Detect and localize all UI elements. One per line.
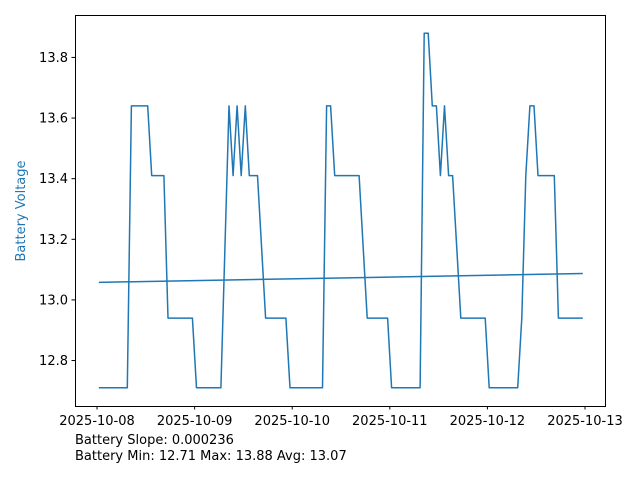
axis-ticks: 12.8 13.0 13.2 13.4 13.6 13.8 2025-10-08 2025-1… <box>39 51 623 429</box>
slope-text: Battery Slope: 0.000236 <box>75 433 234 448</box>
y-tick-label: 13.6 <box>39 112 68 127</box>
y-tick-label: 12.8 <box>39 354 68 369</box>
y-tick-label: 13.8 <box>39 51 68 66</box>
y-tick-label: 13.2 <box>39 233 68 248</box>
y-tick-label: 13.4 <box>39 172 68 187</box>
x-tick-label: 2025-10-08 <box>59 414 135 429</box>
x-tick-label: 2025-10-11 <box>352 414 428 429</box>
x-tick-label: 2025-10-13 <box>547 414 623 429</box>
y-tick-label: 13.0 <box>39 293 68 308</box>
x-tick-label: 2025-10-12 <box>450 414 526 429</box>
stats-text: Battery Min: 12.71 Max: 13.88 Avg: 13.07 <box>75 449 347 464</box>
plot-lines <box>98 32 583 389</box>
x-tick-label: 2025-10-10 <box>254 414 330 429</box>
y-axis-label: Battery Voltage <box>14 160 29 261</box>
x-tick-label: 2025-10-09 <box>157 414 233 429</box>
battery-voltage-line <box>98 32 583 389</box>
stats-footer: Battery Slope: 0.000236 Battery Min: 12.… <box>75 433 347 465</box>
plot-area-frame <box>75 15 606 407</box>
trend-line <box>98 272 583 284</box>
